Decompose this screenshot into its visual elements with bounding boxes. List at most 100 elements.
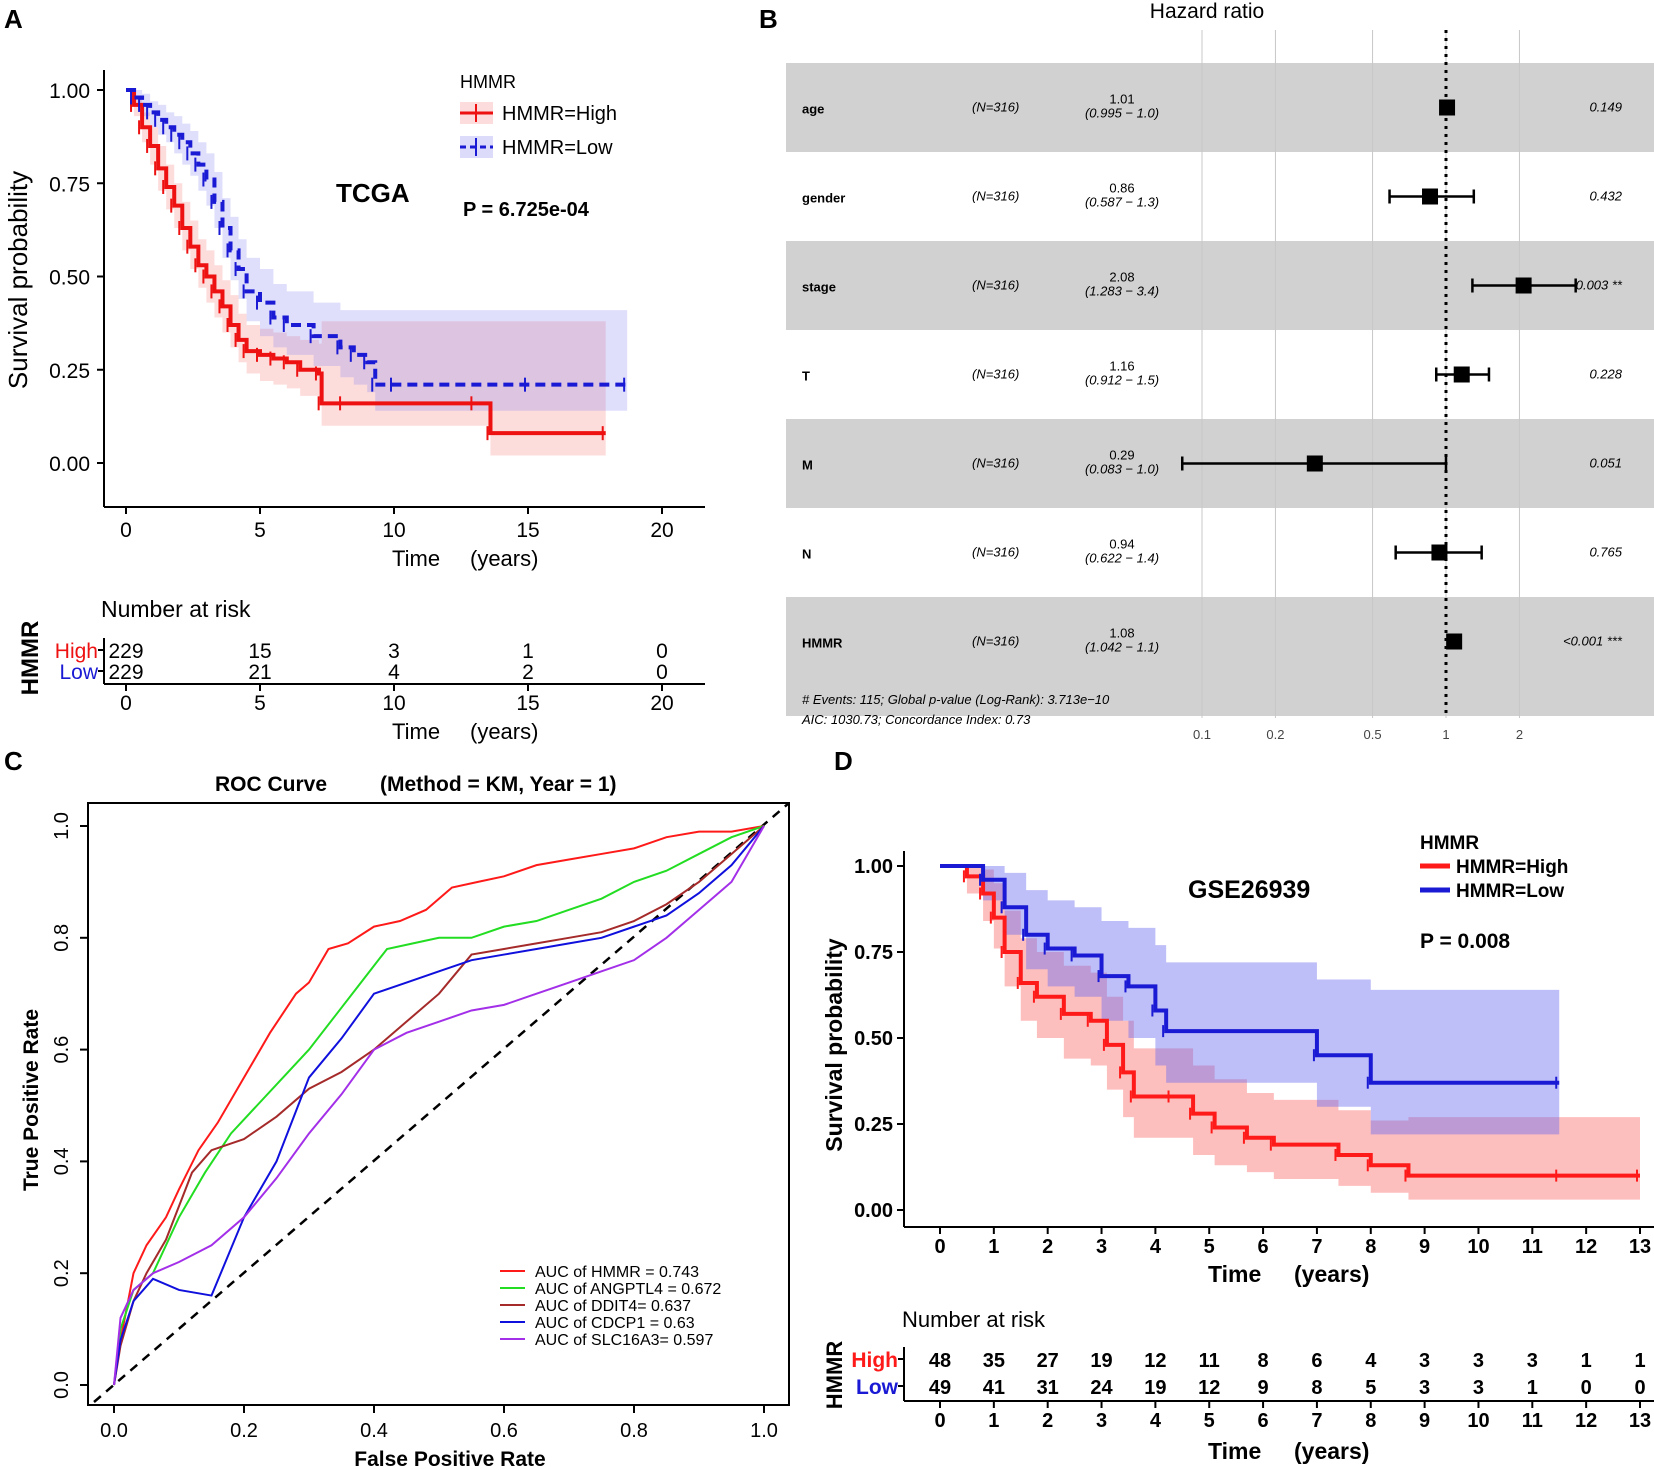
panel-c-title-part1: ROC Curve [215, 773, 327, 796]
d-xtick-label: 6 [1258, 1236, 1269, 1258]
panel-d-title: GSE26939 [1188, 876, 1310, 904]
km-d-ci-band-0 [940, 866, 1640, 1200]
d-risk-xtick-label: 7 [1311, 1410, 1322, 1432]
d-xtick-label: 11 [1522, 1236, 1543, 1258]
panel-a-risk-xlabel-time: Time [392, 719, 440, 744]
forest-point [1306, 455, 1323, 472]
d-risk-xtick-label: 2 [1042, 1410, 1053, 1432]
forest-p-label: 0.228 [1589, 367, 1622, 382]
forest-ci-label: (1.283 − 3.4) [1085, 284, 1159, 299]
panel-d-xlabel-time: Time [1208, 1261, 1261, 1287]
d-risk-xtick-label: 11 [1522, 1410, 1543, 1432]
d-ytick-label: 0.00 [854, 1200, 893, 1222]
d-xtick-label: 1 [988, 1236, 999, 1258]
d-risk-value: 11 [1199, 1350, 1220, 1372]
panel-a-risk-row-low-label: Low [59, 661, 98, 684]
a-risk-value: 0 [656, 661, 668, 684]
forest-point [1453, 366, 1470, 383]
forest-p-label: 0.149 [1589, 100, 1622, 115]
forest-n-label: (N=316) [972, 456, 1019, 471]
panel-a-risk-strata: HMMR [17, 621, 44, 696]
d-risk-xtick-label: 6 [1258, 1410, 1269, 1432]
a-ytick-label: 1.00 [49, 80, 90, 103]
a-risk-value: 0 [656, 640, 668, 663]
roc-curve-4 [113, 825, 765, 1386]
panel-d-xlabel-unit: (years) [1294, 1261, 1369, 1287]
a-ytick-label: 0.50 [49, 267, 90, 290]
a-risk-xtick-label: 20 [650, 692, 673, 715]
d-ytick-label: 0.50 [854, 1028, 893, 1050]
c-xtick-label: 0.6 [490, 1420, 518, 1442]
forest-point [1431, 544, 1448, 561]
panel-d-risk-strata: HMMR [822, 1341, 847, 1410]
panel-a-ylabel: Survival probability [3, 171, 33, 389]
d-risk-value: 9 [1258, 1377, 1269, 1399]
panel-a-plot: 0.00 0.25 0.50 0.75 1.00 0 5 10 15 20 [49, 80, 674, 542]
d-risk-xtick-label: 0 [934, 1410, 945, 1432]
panel-d-ylabel: Survival probability [821, 938, 847, 1152]
panel-a-pvalue: P = 6.725e-04 [463, 199, 590, 221]
d-xtick-label: 2 [1042, 1236, 1053, 1258]
d-risk-xtick-label: 9 [1419, 1410, 1430, 1432]
panel-b-footer-events: # Events: 115; Global p-value (Log-Rank)… [802, 692, 1110, 707]
panel-a-risk-xlabel-unit: (years) [470, 719, 538, 744]
d-xtick-label: 7 [1311, 1236, 1322, 1258]
a-risk-xtick-label: 0 [120, 692, 132, 715]
panel-a-risk-row-high-label: High [55, 640, 98, 663]
panel-c-plot: 0.0 0.2 0.4 0.6 0.8 1.0 0.0 0.2 0.4 0.6 0.8 1.0 [51, 802, 790, 1442]
panel-d: D Survival probability 0.00 0.25 0.50 0.75 1… [821, 746, 1654, 1464]
roc-diagonal [93, 802, 790, 1403]
d-xtick-label: 8 [1365, 1236, 1376, 1258]
panel-d-risk-xlabel-unit: (years) [1294, 1438, 1369, 1464]
d-risk-value: 12 [1198, 1377, 1220, 1399]
d-risk-value: 19 [1144, 1377, 1166, 1399]
a-risk-value: 21 [248, 661, 271, 684]
d-risk-value: 8 [1258, 1350, 1269, 1372]
forest-xtick-label: 0.2 [1266, 727, 1284, 742]
d-xtick-label: 3 [1096, 1236, 1107, 1258]
d-risk-value: 6 [1311, 1350, 1322, 1372]
d-ytick-label: 1.00 [854, 856, 893, 878]
panel-d-risk-title: Number at risk [902, 1307, 1046, 1332]
d-risk-xtick-label: 10 [1467, 1410, 1489, 1432]
roc-legend-label-1: AUC of ANGPTL4 = 0.672 [535, 1281, 721, 1298]
d-ytick-label: 0.75 [854, 942, 893, 964]
forest-xtick-label: 0.1 [1193, 727, 1211, 742]
legend-label-high: HMMR=High [502, 103, 617, 125]
forest-row-bg [786, 63, 1654, 152]
forest-var-label: stage [802, 280, 836, 295]
forest-n-label: (N=316) [972, 367, 1019, 382]
forest-ci-label: (0.622 − 1.4) [1085, 551, 1159, 566]
c-ytick-label: 0.0 [51, 1371, 73, 1399]
roc-curve-3 [113, 825, 765, 1386]
panel-c-frame [87, 802, 790, 1406]
c-ytick-label: 0.2 [51, 1259, 73, 1287]
roc-legend-label-0: AUC of HMMR = 0.743 [535, 1264, 699, 1281]
forest-p-label: 0.051 [1589, 456, 1622, 471]
a-xtick-label: 5 [254, 519, 266, 542]
forest-hr-label: 1.08 [1109, 626, 1134, 641]
forest-n-label: (N=316) [972, 634, 1019, 649]
panel-b-footer-aic: AIC: 1030.73; Concordance Index: 0.73 [801, 712, 1031, 727]
d-risk-value: 3 [1473, 1377, 1484, 1399]
panel-a-label: A [4, 4, 23, 34]
panel-a-legend-title: HMMR [460, 72, 516, 92]
d-risk-value: 3 [1419, 1377, 1430, 1399]
c-xtick-label: 0.8 [620, 1420, 648, 1442]
d-xtick-label: 9 [1419, 1236, 1430, 1258]
forest-ci-label: (0.912 − 1.5) [1085, 373, 1159, 388]
forest-var-label: gender [802, 191, 845, 206]
forest-ci-label: (0.587 − 1.3) [1085, 195, 1159, 210]
panel-c-title-part2: (Method = KM, Year = 1) [380, 773, 617, 796]
c-ytick-label: 0.8 [51, 924, 73, 952]
panel-a-xlabel-unit: (years) [470, 546, 538, 571]
d-risk-value: 3 [1419, 1350, 1430, 1372]
a-ytick-label: 0.00 [49, 453, 90, 476]
a-risk-value: 4 [388, 661, 400, 684]
roc-curve-0 [113, 825, 765, 1386]
a-ytick-label: 0.25 [49, 360, 90, 383]
panel-a-legend: HMMR=High HMMR=Low [460, 102, 617, 159]
forest-n-label: (N=316) [972, 189, 1019, 204]
